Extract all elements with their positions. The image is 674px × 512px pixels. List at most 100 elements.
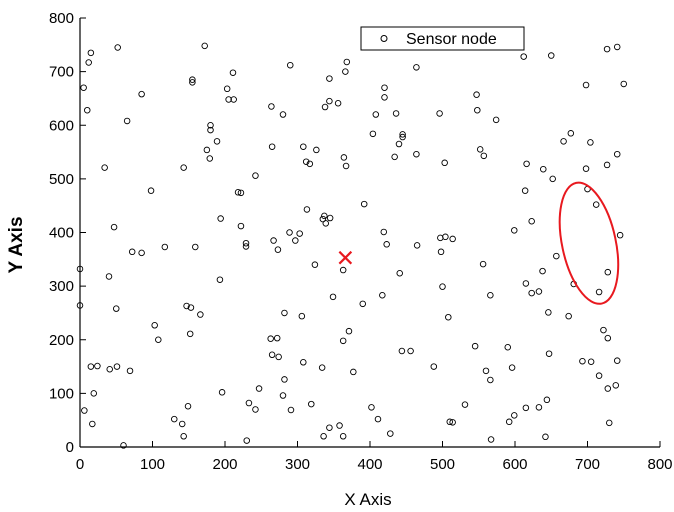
sensor-node-point [487, 291, 494, 299]
sensor-node-point [582, 81, 590, 89]
y-tick-label: 100 [49, 385, 74, 402]
sensor-node-point [105, 273, 113, 280]
sensor-node-point [155, 336, 162, 344]
sensor-node-point [560, 138, 567, 145]
sensor-node-point [482, 367, 490, 375]
sensor-node-point [542, 433, 549, 441]
highlight-ellipse [558, 181, 620, 305]
y-tick-label: 700 [49, 64, 74, 81]
sensor-node-point [180, 433, 187, 440]
sensor-node-point [508, 364, 516, 371]
sensor-node-point [90, 390, 98, 397]
sensor-node-point [87, 49, 95, 57]
sensor-node-point [267, 335, 274, 342]
sensor-node-point [287, 406, 295, 414]
sensor-node-point [545, 309, 552, 316]
sensor-node-point [268, 143, 276, 150]
sensor-node-point [287, 61, 294, 69]
y-tick-label: 800 [49, 10, 74, 27]
sensor-node-point [523, 160, 530, 168]
sensor-node-point [217, 215, 224, 222]
sensor-node-point [430, 363, 438, 370]
sensor-node-point [380, 228, 388, 236]
sensor-node-point [94, 362, 101, 370]
sensor-node-point [229, 69, 237, 76]
sensor-node-point [445, 313, 452, 321]
sensor-node-point [292, 237, 299, 244]
sensor-node-point [339, 337, 347, 345]
sensor-node-point [372, 111, 380, 118]
y-tick-label: 300 [49, 278, 74, 295]
sensor-node-point [446, 418, 454, 426]
sensor-node-point [522, 280, 530, 287]
sensor-node-point [381, 84, 388, 91]
sensor-node-point [300, 143, 307, 150]
sensor-node-point [334, 100, 342, 107]
sensor-node-point [245, 399, 253, 407]
sensor-node-point [487, 376, 494, 384]
sensor-node-point [319, 215, 327, 223]
sensor-node-point [186, 330, 194, 338]
legend-marker [380, 35, 388, 42]
sensor-node-point [83, 106, 91, 114]
sensor-node-point [302, 158, 310, 165]
sensor-node-point [286, 229, 293, 236]
sensor-node-point [311, 261, 319, 268]
y-tick-label: 0 [66, 439, 74, 456]
sensor-node-point [342, 68, 349, 75]
sensor-node-point [273, 334, 281, 342]
sensor-node-point [387, 430, 394, 437]
sensor-node-point [279, 392, 287, 399]
sensor-node-point [322, 220, 330, 227]
sensor-node-point [392, 110, 400, 117]
sensor-node-point [604, 334, 612, 342]
sensor-node-point [123, 117, 131, 125]
sensor-node-point [543, 396, 551, 404]
sensor-node-point [113, 363, 121, 370]
sensor-node-point [407, 347, 414, 355]
sensor-node-point [192, 243, 199, 251]
sensor-node-point [184, 402, 192, 410]
data-points [76, 42, 628, 449]
sensor-node-point [511, 227, 518, 234]
x-tick-label: 800 [647, 456, 672, 473]
sensor-node-point [274, 246, 282, 253]
sensor-node-point [300, 359, 307, 366]
sensor-node-point [242, 243, 250, 250]
sensor-node-point [587, 358, 595, 365]
sensor-node-point [303, 206, 311, 213]
sensor-node-point [170, 415, 178, 423]
sensor-node-point [350, 368, 357, 376]
sensor-node-point [216, 276, 224, 283]
sensor-node-point [473, 91, 480, 98]
sensor-node-point [395, 140, 403, 148]
sensor-node-point [535, 288, 543, 295]
sensor-node-point [243, 437, 250, 444]
sensor-node-point [189, 79, 196, 86]
sensor-node-point [549, 175, 556, 183]
sensor-node-point [326, 424, 333, 431]
sensor-node-point [201, 42, 208, 50]
ticks: 0 100 200 300 400 500 600 700 800 0 100 200 300 400 50… [49, 10, 673, 473]
sensor-node-point [106, 365, 113, 373]
sensor-node-point [252, 406, 259, 413]
sensor-node-point [237, 222, 245, 230]
x-tick-label: 200 [212, 456, 237, 473]
sensor-node-point [230, 96, 237, 103]
sensor-node-point [281, 309, 288, 317]
sensor-node-point [522, 404, 530, 412]
sensor-node-point [613, 357, 621, 364]
sensor-node-point [383, 241, 390, 248]
sensor-node-point [379, 291, 386, 299]
x-tick-label: 0 [76, 456, 84, 473]
sensor-node-point [339, 266, 347, 274]
y-tick-label: 500 [49, 171, 74, 188]
legend-label: Sensor node [406, 31, 497, 48]
sensor-node-point [329, 293, 337, 301]
sensor-node-point [306, 160, 314, 168]
sensor-node-point [189, 76, 196, 83]
sensor-node-point [187, 304, 195, 311]
sensor-node-point [180, 164, 187, 171]
sensor-node-point [298, 312, 306, 320]
